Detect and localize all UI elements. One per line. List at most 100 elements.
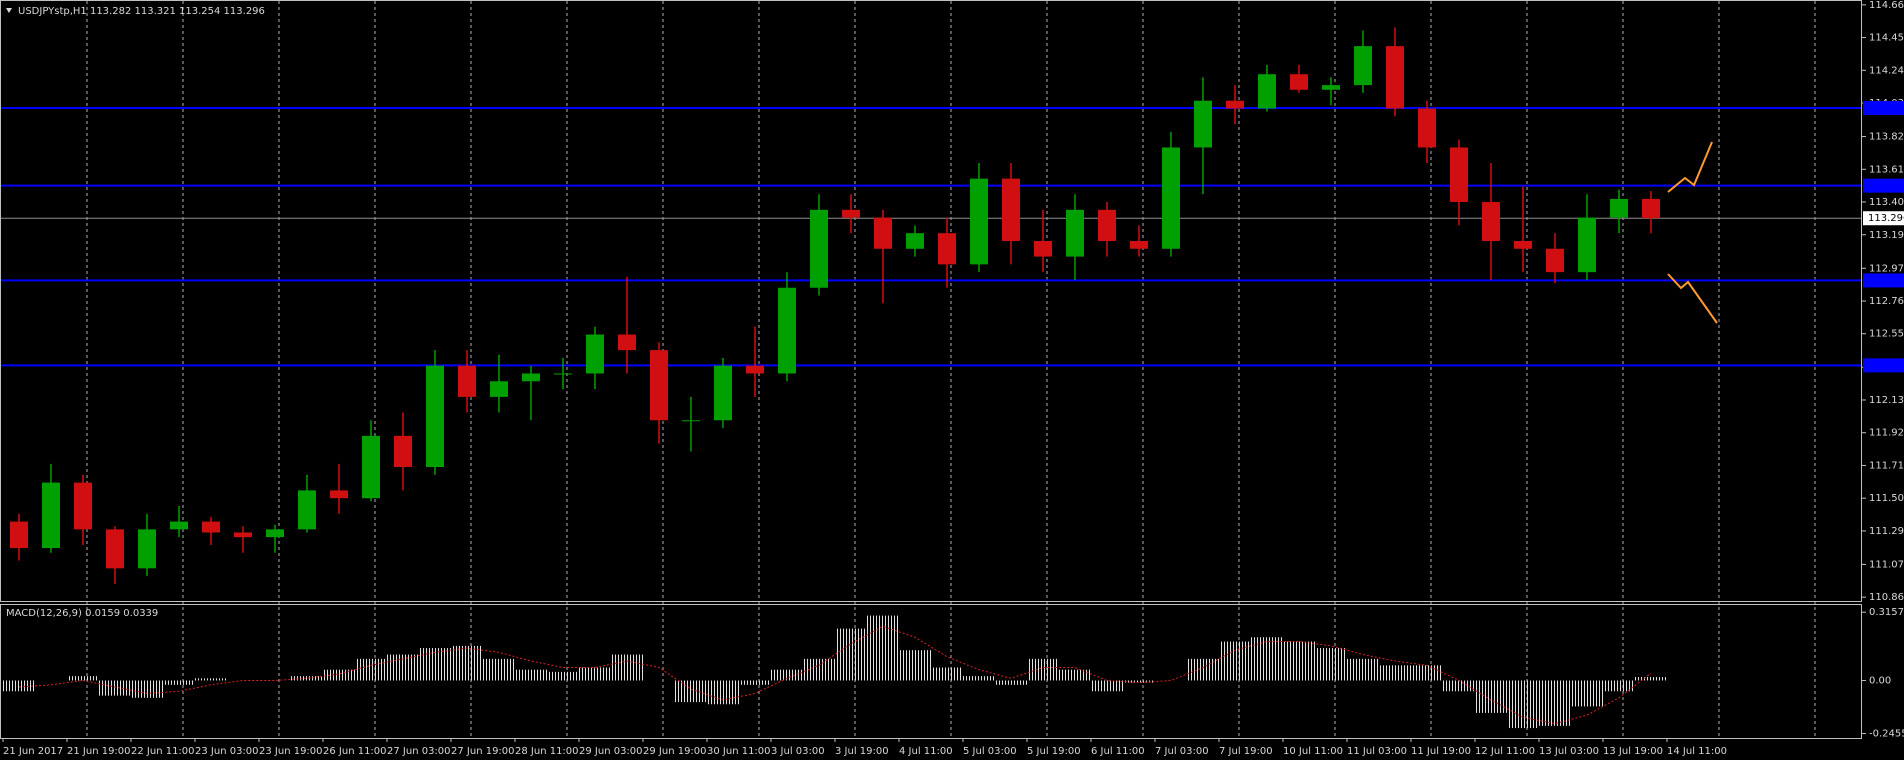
macd-bar [1283,641,1315,681]
x-tick-label: 27 Jun 03:00 [387,746,451,757]
y-tick-label: 114.665 [1869,0,1904,11]
macd-bar [707,680,739,705]
candle-body [1194,100,1212,148]
candle-body [842,209,860,218]
candle-body [1162,147,1180,249]
candle-body [1130,240,1148,249]
macd-bar [1347,658,1379,681]
candle-body [394,435,412,468]
macd-bar [451,645,483,681]
x-tick-label: 7 Jul 03:00 [1155,746,1209,757]
y-tick-label: 0.00 [1869,675,1891,686]
candle-body [906,233,924,249]
y-tick-label: -0.2455 [1869,729,1904,740]
macd-bar [1059,669,1091,681]
macd-bar [803,658,835,681]
candle-body [42,482,60,549]
macd-bar [1507,680,1539,729]
x-tick-label: 29 Jun 03:00 [579,746,643,757]
candle-body [1322,85,1340,90]
candle-body [234,532,252,538]
macd-bar [835,628,867,681]
macd-bar [995,680,1027,685]
macd-bar [547,671,579,681]
up-projection [1667,141,1713,193]
y-tick-label: 111.075 [1869,559,1904,570]
macd-bar [131,680,163,698]
macd-bar [1411,665,1443,681]
x-tick-label: 13 Jul 03:00 [1539,746,1599,757]
macd-bar [675,680,707,703]
y-tick-label: 111.710 [1869,460,1904,471]
macd-bar [515,669,547,681]
candle-body [74,482,92,530]
candle-body [1386,46,1404,109]
candle-body [10,521,28,549]
candle-body [1034,240,1052,257]
candle-body [586,334,604,374]
x-tick-label: 26 Jun 11:00 [323,746,387,757]
x-tick-label: 13 Jul 19:00 [1603,746,1663,757]
candle-body [1514,240,1532,249]
candle-body [1450,147,1468,203]
candle-body [202,521,220,533]
level-label-box [1863,273,1904,288]
y-tick-label: 0.3157 [1869,607,1904,618]
candle-body [810,209,828,288]
candle-body [970,178,988,265]
y-tick-label: 114.245 [1869,65,1904,76]
macd-bar [1187,658,1219,681]
candle-body [1066,209,1084,257]
macd-bar [323,669,355,681]
x-tick-label: 11 Jul 19:00 [1411,746,1471,757]
macd-bar [1539,680,1571,726]
y-tick-label: 112.555 [1869,329,1904,340]
macd-bar [355,658,387,681]
y-tick-label: 113.610 [1869,164,1904,175]
macd-bar [1027,658,1059,681]
candle-body [490,381,508,397]
candle-body [1610,198,1628,218]
macd-bar [1379,665,1411,681]
main-panel-frame [0,0,1862,602]
candle-body [106,529,124,569]
y-tick-label: 111.500 [1869,493,1904,504]
candle-body [1258,74,1276,109]
macd-bar [739,680,771,685]
candle-body [1226,100,1244,109]
x-tick-label: 4 Jul 11:00 [899,746,953,757]
last-price-box [1863,211,1904,226]
macd-bar [67,676,99,681]
y-tick-label: 112.765 [1869,296,1904,307]
candle-body [1418,108,1436,148]
macd-bar [419,648,451,681]
x-tick-label: 3 Jul 19:00 [835,746,889,757]
candle-body [554,373,572,375]
macd-title: MACD(12,26,9) 0.0159 0.0339 [6,608,158,619]
candle-body [522,373,540,382]
y-tick-label: 112.975 [1869,263,1904,274]
x-tick-label: 29 Jun 19:00 [643,746,707,757]
macd-bar [483,658,515,681]
collapse-icon[interactable] [6,8,12,13]
x-tick-label: 21 Jun 19:00 [67,746,131,757]
x-tick-label: 23 Jun 19:00 [259,746,323,757]
candle-body [938,233,956,265]
macd-bar [99,680,131,696]
candle-body [1290,74,1308,90]
macd-bar [1219,641,1251,681]
y-tick-label: 111.290 [1869,526,1904,537]
signal-line [18,625,1652,725]
candle-body [330,490,348,499]
candle-body [778,287,796,374]
y-tick-label: 114.455 [1869,33,1904,44]
last-price-label: 113.296 [1868,213,1904,224]
candle-body [1546,248,1564,273]
candle-body [714,365,732,421]
down-projection [1667,273,1718,324]
candle-body [746,365,764,374]
candle-body [138,529,156,569]
candle-body [266,529,284,538]
